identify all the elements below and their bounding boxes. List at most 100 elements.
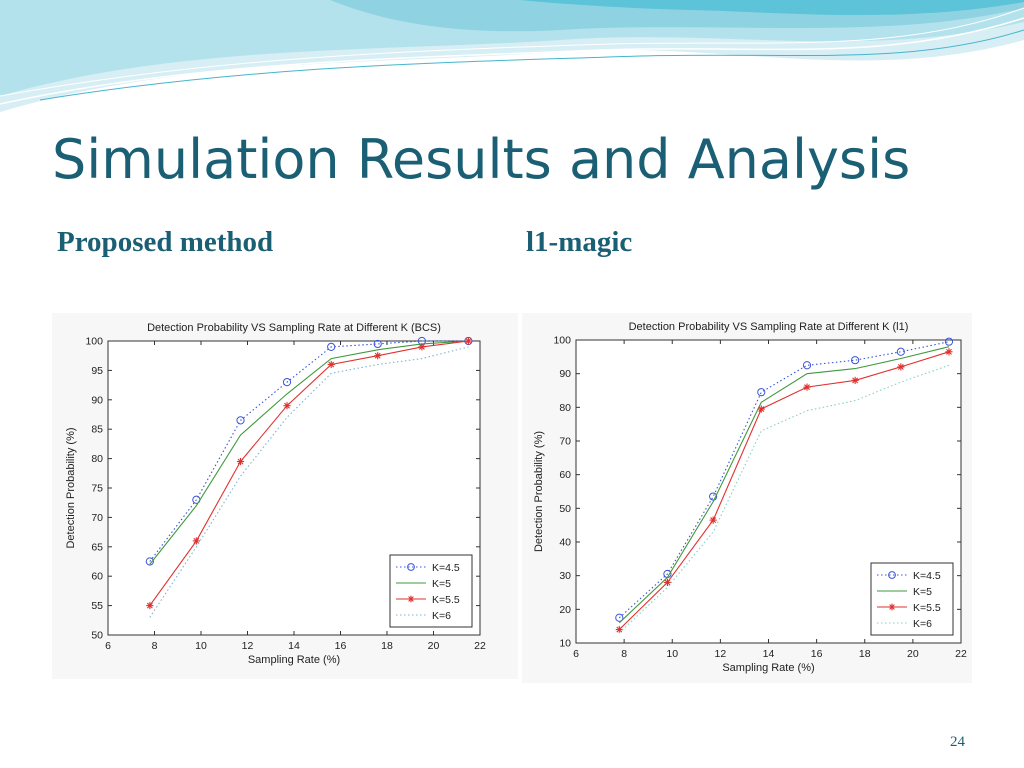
chart-title: Detection Probability VS Sampling Rate a…: [629, 321, 909, 333]
legend: K=4.5 K=5 K=5.5 K=6: [870, 562, 954, 636]
data-point-K=4.5: [709, 492, 718, 501]
x-tick-label: 16: [811, 648, 823, 660]
legend-marker: [888, 571, 896, 579]
chart-bcs: Detection Probability VS Sampling Rate a…: [65, 322, 486, 666]
data-point-K=5.5: [897, 363, 905, 371]
y-tick-label: 80: [559, 402, 571, 414]
data-point-K=5.5: [327, 360, 335, 369]
legend-box: [389, 554, 473, 628]
y-tick-label: 100: [553, 335, 571, 347]
data-point-K=4.5: [373, 339, 382, 349]
legend-label: K=5: [432, 578, 451, 590]
x-tick-label: 10: [666, 648, 678, 660]
x-tick-label: 14: [763, 648, 775, 660]
data-point-K=4.5: [944, 337, 954, 346]
y-tick-label: 100: [85, 336, 103, 348]
chart-title: Detection Probability VS Sampling Rate a…: [147, 322, 441, 334]
page-number: 24: [950, 734, 965, 750]
y-tick-label: 85: [91, 424, 103, 436]
data-point-K=4.5: [851, 356, 860, 365]
y-tick-label: 60: [91, 571, 103, 583]
data-point-K=4.5: [615, 613, 624, 622]
series-line-K=4.5: [618, 341, 950, 619]
data-point-K=5.5: [945, 348, 953, 356]
data-point-K=5.5: [663, 578, 672, 586]
data-point-K=4.5: [236, 416, 245, 425]
y-tick-label: 90: [559, 368, 571, 380]
y-tick-label: 90: [91, 394, 103, 406]
data-point-K=5.5: [236, 457, 245, 466]
y-tick-label: 50: [559, 503, 571, 515]
series-line-K=5: [149, 340, 469, 565]
y-axis-label: Detection Probability (%): [65, 427, 77, 548]
x-tick-label: 10: [195, 640, 207, 652]
x-tick-label: 8: [621, 648, 627, 660]
series-line-K=5: [618, 346, 950, 624]
data-point-K=5.5: [464, 337, 472, 345]
data-point-K=5.5: [374, 352, 382, 360]
y-tick-label: 40: [559, 537, 571, 549]
legend-label: K=4.5: [913, 570, 941, 582]
data-point-K=4.5: [145, 557, 154, 566]
x-tick-label: 6: [573, 648, 579, 660]
chart-panel-bcs: Detection Probability VS Sampling Rate a…: [52, 313, 518, 679]
data-point-K=4.5: [802, 361, 812, 370]
y-tick-label: 75: [91, 483, 103, 495]
subhead-l1-magic: l1-magic: [526, 226, 633, 258]
x-tick-label: 14: [288, 640, 300, 652]
data-point-K=4.5: [282, 378, 292, 387]
legend-label: K=5.5: [913, 602, 941, 614]
y-tick-label: 10: [559, 638, 571, 650]
data-point-K=5.5: [709, 516, 717, 524]
x-tick-label: 18: [381, 640, 393, 652]
y-tick-label: 55: [91, 600, 103, 612]
x-axis-label: Sampling Rate (%): [248, 654, 340, 666]
legend-label: K=6: [913, 618, 932, 630]
x-tick-label: 18: [859, 648, 871, 660]
header-banner: [0, 0, 1024, 112]
y-tick-label: 70: [91, 512, 103, 524]
x-tick-label: 22: [474, 640, 486, 652]
data-point-K=5.5: [146, 602, 154, 610]
page-title: Simulation Results and Analysis: [52, 128, 911, 191]
legend-label: K=5: [913, 586, 932, 598]
x-tick-label: 12: [715, 648, 727, 660]
legend-marker: [888, 603, 896, 611]
legend-marker: [407, 563, 415, 571]
legend-box: [870, 562, 954, 636]
data-point-K=4.5: [896, 347, 905, 356]
x-tick-label: 8: [152, 640, 158, 652]
y-tick-label: 20: [559, 604, 571, 616]
legend: K=4.5 K=5 K=5.5 K=6: [389, 554, 473, 628]
data-point-K=5.5: [803, 383, 811, 391]
data-point-K=5.5: [615, 625, 623, 634]
x-tick-label: 20: [428, 640, 440, 652]
data-point-K=5.5: [418, 343, 426, 351]
x-tick-label: 16: [335, 640, 347, 652]
data-point-K=5.5: [192, 537, 200, 545]
x-tick-label: 20: [907, 648, 919, 660]
y-tick-label: 50: [91, 630, 103, 642]
x-tick-label: 6: [105, 640, 111, 652]
legend-marker: [407, 595, 415, 603]
data-point-K=4.5: [757, 388, 766, 397]
y-tick-label: 60: [559, 469, 571, 481]
legend-label: K=5.5: [432, 594, 460, 606]
y-tick-label: 70: [559, 436, 571, 448]
subhead-proposed-method: Proposed method: [57, 226, 274, 258]
y-tick-label: 80: [91, 453, 103, 465]
y-tick-label: 95: [91, 365, 103, 377]
y-axis-label: Detection Probability (%): [533, 431, 545, 552]
data-point-K=5.5: [757, 405, 765, 413]
x-tick-label: 22: [955, 648, 967, 660]
data-point-K=5.5: [851, 376, 859, 384]
data-point-K=5.5: [283, 402, 291, 410]
legend-label: K=4.5: [432, 562, 460, 574]
y-tick-label: 30: [559, 570, 571, 582]
x-axis-label: Sampling Rate (%): [722, 662, 814, 674]
chart-panel-l1: Detection Probability VS Sampling Rate a…: [522, 313, 972, 683]
legend-label: K=6: [432, 610, 451, 622]
series-line-K=5.5: [618, 351, 950, 630]
x-tick-label: 12: [242, 640, 254, 652]
series-line-K=5.5: [149, 340, 469, 606]
